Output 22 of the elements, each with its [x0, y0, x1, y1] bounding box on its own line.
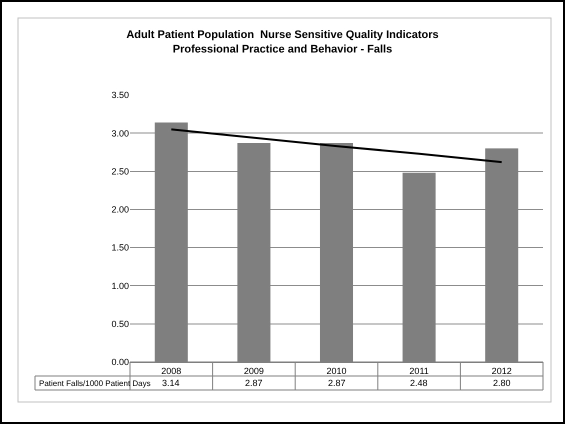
- y-tick-label: 2.00: [111, 204, 129, 215]
- x-tick-label: 2010: [326, 366, 347, 376]
- y-tick-label: 0.50: [111, 319, 129, 330]
- chart-title: Adult Patient Population Nurse Sensitive Quality Indicators: [126, 29, 439, 41]
- data-label: 2.87: [328, 378, 346, 388]
- x-tick-label: 2009: [244, 366, 264, 376]
- data-label: 2.48: [410, 378, 428, 388]
- y-tick-label: 1.00: [111, 280, 129, 291]
- data-label: 3.14: [162, 378, 180, 388]
- x-tick-label: 2012: [492, 366, 512, 376]
- x-tick-label: 2008: [161, 366, 182, 376]
- data-label: 2.80: [493, 378, 511, 388]
- y-tick-label: 3.00: [111, 128, 129, 138]
- data-label: 2.87: [245, 378, 263, 388]
- line-series: [170, 128, 503, 164]
- y-tick-label: 3.50: [111, 90, 129, 100]
- x-tick-label: 2011: [409, 366, 429, 376]
- y-tick-label: 1.50: [111, 242, 129, 253]
- legend-label: Patient Falls/1000 Patient Days: [39, 379, 151, 388]
- y-tick-label: 0.00: [111, 357, 129, 368]
- y-tick-label: 2.50: [111, 166, 129, 176]
- chart-subtitle: Professional Practice and Behavior - Falls: [172, 43, 392, 56]
